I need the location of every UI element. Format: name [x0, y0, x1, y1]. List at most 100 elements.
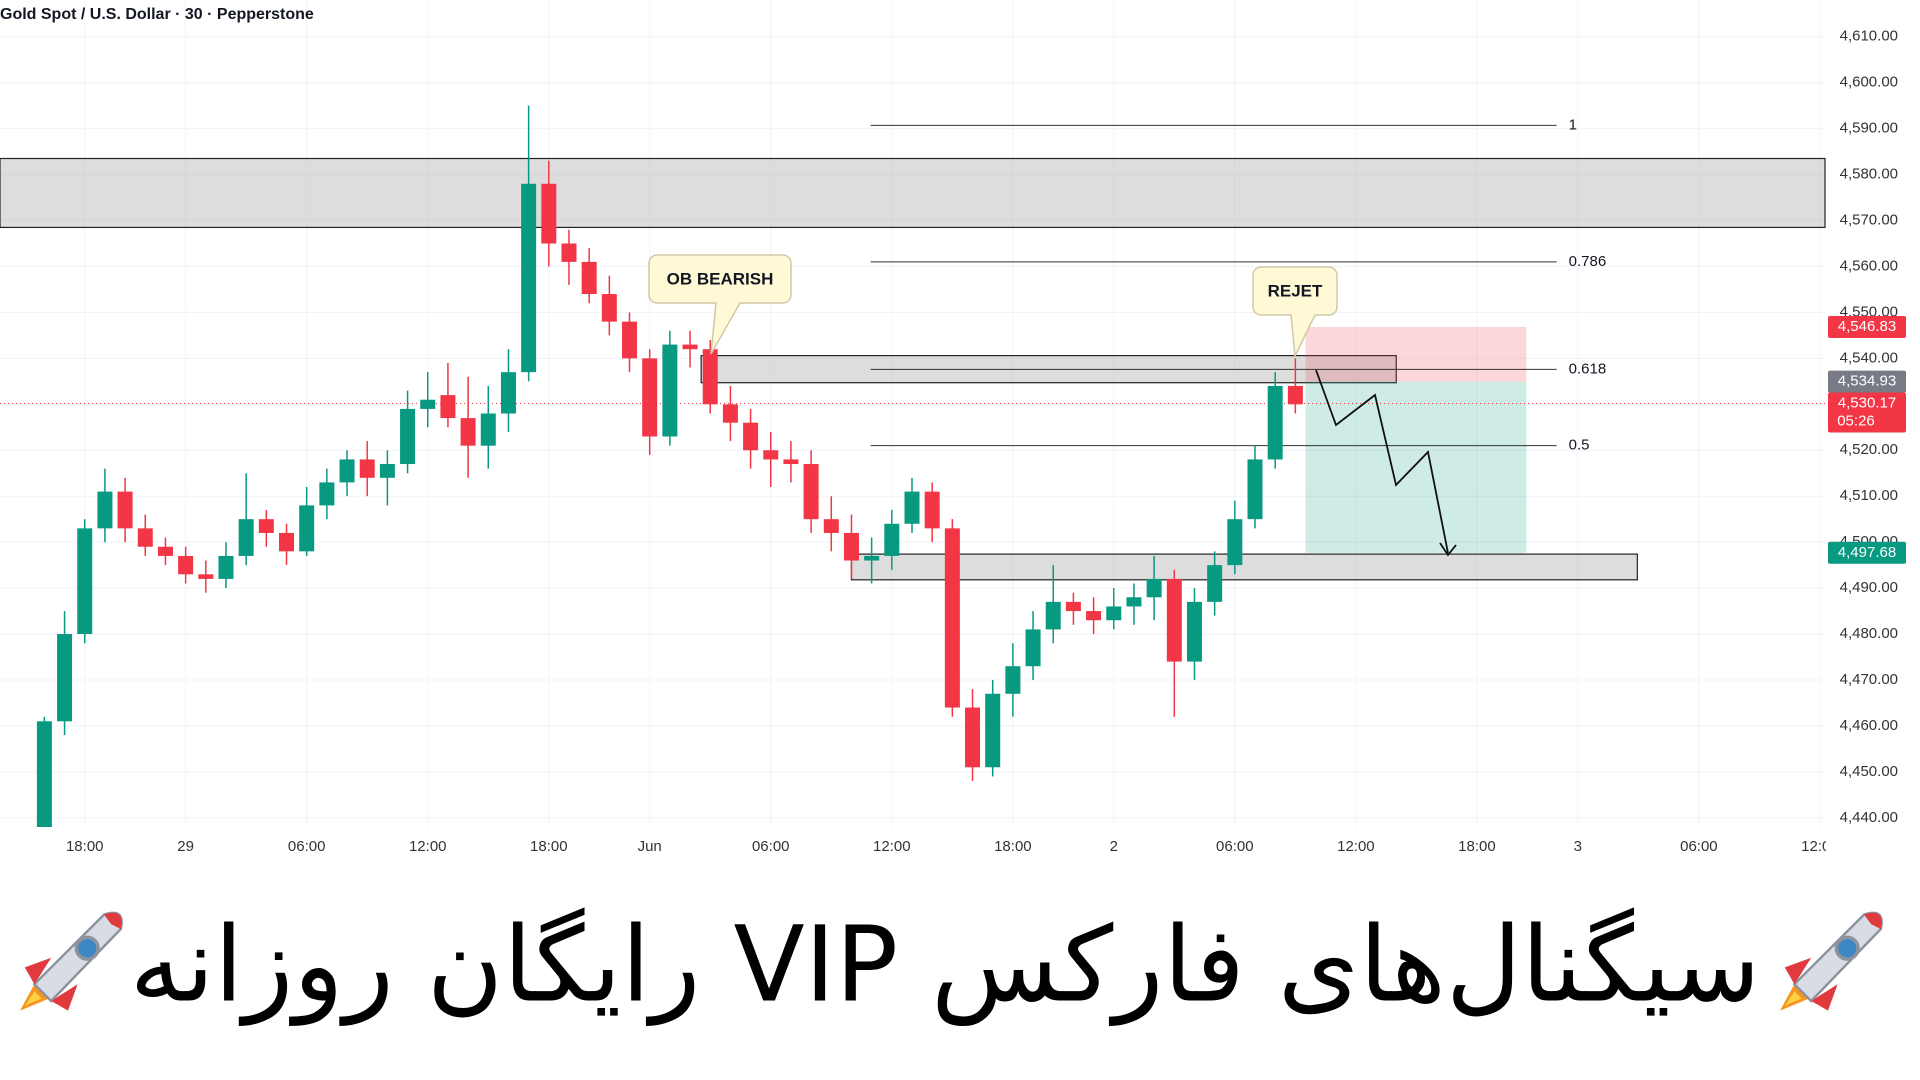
x-tick-label: 2	[1110, 838, 1118, 855]
candle-body	[157, 546, 173, 556]
price-tag	[1828, 315, 1906, 338]
candle-body	[359, 459, 375, 478]
candle-body	[339, 459, 355, 483]
candle-body	[521, 183, 537, 373]
x-tick-label: 18:00	[1458, 838, 1496, 855]
y-tick-label: 4,580.00	[1840, 166, 1898, 183]
candle-body	[561, 243, 577, 262]
candle-body	[985, 693, 1001, 768]
y-tick-label: 4,440.00	[1840, 809, 1898, 826]
projection-arrow	[1315, 369, 1449, 554]
candle-body	[258, 519, 274, 533]
candle-body	[722, 404, 738, 423]
candle-body	[581, 261, 597, 295]
x-tick-label: 12:00	[1801, 838, 1839, 855]
countdown-label: 05:26	[1837, 412, 1875, 429]
candle-body	[1146, 578, 1162, 598]
candle-body	[965, 707, 981, 768]
x-tick-label: 18:00	[994, 838, 1032, 855]
candle-body	[944, 528, 960, 708]
candle-body	[97, 491, 113, 529]
x-tick-label: Jun	[638, 838, 662, 855]
candle-body	[904, 491, 920, 524]
x-tick-label: 3	[1574, 838, 1582, 855]
candle-body	[36, 721, 52, 827]
price-tag-label: 4,530.17	[1838, 394, 1896, 411]
fib-label: 0.5	[1569, 437, 1590, 454]
candle-body	[238, 519, 254, 556]
candle-body	[279, 532, 295, 552]
candle-body	[1086, 611, 1102, 621]
banner-text: سیگنال‌های فارکس VIP رایگان روزانه	[130, 903, 1761, 1026]
candle-body	[1065, 601, 1081, 612]
overlay: OB BEARISH REJET	[648, 254, 1338, 359]
rocket-right	[1780, 911, 1883, 1011]
x-tick-label: 12:00	[1337, 838, 1375, 855]
y-tick-label: 4,480.00	[1840, 625, 1898, 642]
zone	[850, 553, 1638, 581]
candle-body	[763, 450, 779, 460]
callout-label: OB BEARISH	[667, 269, 774, 288]
price-tag-label: 4,497.68	[1838, 544, 1896, 561]
x-tick-label: 18:00	[66, 838, 104, 855]
candle-body	[137, 528, 153, 547]
candle-body	[924, 491, 940, 529]
arrow-head	[1439, 542, 1457, 557]
candle-body	[178, 555, 194, 575]
rocket-left	[20, 911, 123, 1011]
y-tick-label: 4,510.00	[1840, 487, 1898, 504]
x-tick-label: 12:00	[873, 838, 911, 855]
zone	[0, 157, 1826, 229]
x-tick-label: 06:00	[1680, 838, 1718, 855]
candle-body	[1267, 385, 1283, 460]
y-tick-label: 4,600.00	[1840, 74, 1898, 91]
price-tag-label: 4,546.83	[1838, 318, 1896, 335]
y-tick-label: 4,560.00	[1840, 257, 1898, 274]
candle-body	[1126, 597, 1142, 607]
y-tick-label: 4,470.00	[1840, 671, 1898, 688]
price-tag	[1828, 392, 1906, 433]
candle-body	[1227, 519, 1243, 566]
price-tag	[1828, 541, 1906, 564]
price-tag-label: 4,534.93	[1838, 373, 1896, 390]
candle-body	[460, 418, 476, 446]
candle-body	[500, 372, 516, 414]
price-tag	[1828, 370, 1906, 393]
candle-body	[743, 422, 759, 451]
candle-body	[319, 482, 335, 506]
candle-body	[541, 183, 557, 244]
candle-body	[299, 505, 315, 552]
candle-body	[622, 321, 638, 359]
candle-body	[117, 491, 133, 529]
y-tick-label: 4,520.00	[1840, 441, 1898, 458]
candle-body	[198, 574, 214, 579]
candle-body	[420, 399, 436, 409]
fib-label: 1	[1569, 116, 1577, 133]
candle-body	[1166, 578, 1182, 662]
y-tick-label: 4,540.00	[1840, 349, 1898, 366]
candle-body	[884, 523, 900, 556]
candle-body	[843, 532, 859, 561]
x-tick-label: 29	[177, 838, 194, 855]
y-tick-label: 4,460.00	[1840, 717, 1898, 734]
candle-body	[440, 395, 456, 419]
plot-area: 18:00 29 06:00 12:00 18:00 Jun 06:00 12:00 18:00…	[0, 0, 1839, 855]
candle-body	[218, 555, 234, 579]
candle-body	[1186, 601, 1202, 662]
candle-body	[702, 349, 718, 405]
candle-body	[77, 528, 93, 635]
y-tick-label: 4,450.00	[1840, 763, 1898, 780]
x-tick-label: 06:00	[1216, 838, 1254, 855]
x-tick-label: 18:00	[530, 838, 568, 855]
callout-label: REJET	[1268, 281, 1323, 300]
candle-body	[803, 464, 819, 520]
target-zone	[1305, 381, 1527, 553]
y-tick-label: 4,610.00	[1840, 28, 1898, 45]
fib-label: 0.786	[1569, 253, 1607, 270]
x-tick-label: 06:00	[288, 838, 326, 855]
candle-body	[783, 459, 799, 465]
callout-box	[648, 254, 792, 355]
y-tick-label: 4,590.00	[1840, 120, 1898, 137]
candle-body	[864, 555, 880, 561]
